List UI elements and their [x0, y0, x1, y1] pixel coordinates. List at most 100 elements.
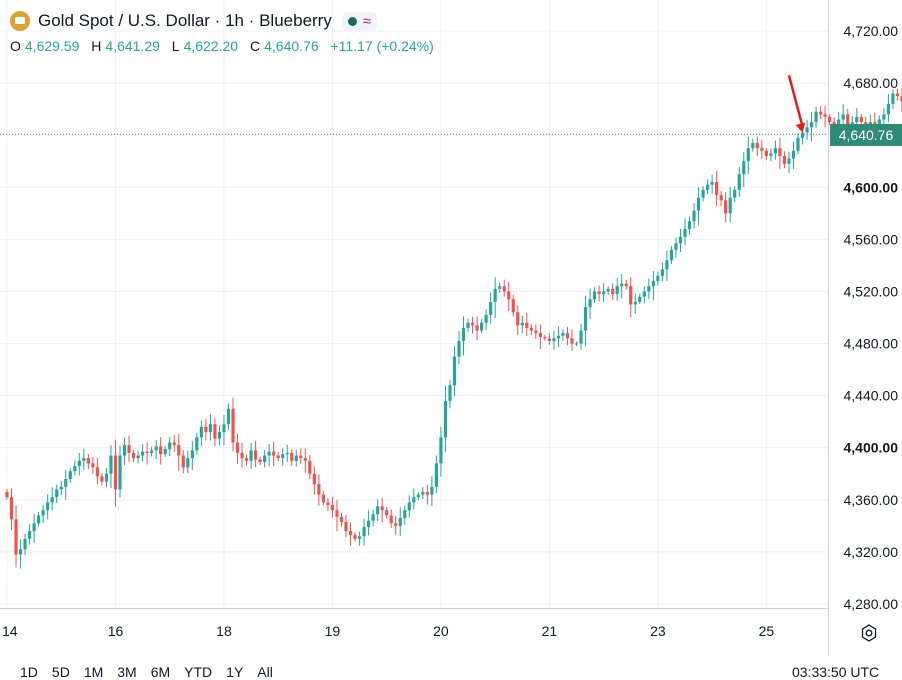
x-tick-label: 19	[325, 623, 341, 639]
y-tick-label: 4,520.00	[844, 283, 899, 299]
candle-body	[846, 114, 850, 125]
candle-body	[837, 119, 841, 125]
candle-body	[764, 150, 768, 157]
range-3m-button[interactable]: 3M	[117, 664, 137, 680]
candle-body	[787, 158, 791, 164]
candle-body	[276, 455, 280, 459]
candle-body	[321, 494, 325, 503]
candle-body	[683, 228, 687, 237]
y-tick-label: 4,720.00	[844, 23, 899, 39]
high-value: 4,641.29	[105, 38, 160, 54]
candle-body	[800, 132, 805, 138]
candle-body	[190, 450, 194, 459]
candle-body	[235, 442, 240, 453]
candle-body	[855, 116, 859, 123]
candle-body	[9, 497, 14, 520]
candle-body	[547, 338, 551, 341]
axis-settings-button[interactable]	[858, 622, 880, 644]
candle-body	[308, 460, 312, 474]
candle-body	[199, 426, 203, 438]
candle-body	[285, 452, 289, 455]
candle-body	[773, 148, 777, 154]
candle-body	[416, 494, 420, 498]
candle-body	[529, 327, 533, 331]
low-value: 4,622.20	[183, 38, 239, 54]
candle-body	[82, 458, 86, 461]
symbol-header[interactable]: Gold Spot / U.S. Dollar · 1h · Blueberry…	[10, 10, 378, 32]
candle-body	[620, 283, 624, 287]
candle-body	[624, 283, 628, 287]
candle-body	[633, 301, 637, 305]
status-pill[interactable]: ≈	[341, 11, 378, 31]
candle-body	[715, 182, 719, 196]
overlays	[0, 74, 828, 135]
y-axis: 4,280.00 4,320.00 4,360.00 4,400.00 4,440.00…	[844, 23, 899, 612]
candle-body	[330, 505, 335, 511]
candle-body	[895, 93, 900, 97]
candle-body	[579, 330, 583, 344]
candle-body	[95, 467, 99, 477]
candle-body	[642, 291, 646, 297]
annotation-arrow-shaft[interactable]	[787, 74, 804, 127]
candle-body	[452, 356, 457, 386]
candle-body	[719, 195, 723, 201]
candle-body	[819, 111, 823, 115]
candle-body	[244, 458, 249, 461]
candle-body	[534, 330, 538, 334]
candle-body	[516, 312, 520, 326]
y-tick-label: 4,600.00	[844, 179, 899, 195]
annotation-arrow-head[interactable]	[795, 122, 806, 133]
change-value: +11.17 (+0.24%)	[330, 38, 434, 54]
candle-body	[64, 478, 68, 487]
candle-body	[782, 156, 787, 164]
close-value: 4,640.76	[264, 38, 319, 54]
candle-body	[389, 515, 393, 524]
range-ytd-button[interactable]: YTD	[184, 664, 213, 680]
candle-body	[484, 314, 488, 323]
candle-body	[326, 502, 330, 506]
range-1y-button[interactable]: 1Y	[226, 664, 244, 680]
candle-body	[430, 486, 434, 495]
y-tick-label: 4,400.00	[844, 440, 899, 456]
candle-body	[357, 536, 362, 539]
symbol-title[interactable]: Gold Spot / U.S. Dollar · 1h · Blueberry	[38, 11, 332, 30]
candle-body	[597, 291, 601, 295]
candle-body	[778, 148, 782, 157]
gear-icon	[861, 624, 877, 642]
candle-body	[489, 301, 493, 315]
range-5d-button[interactable]: 5D	[51, 664, 70, 680]
utc-clock[interactable]: 03:33:50 UTC	[792, 664, 880, 680]
y-tick-label: 4,560.00	[844, 231, 899, 247]
candle-body	[362, 527, 366, 537]
candle-body	[312, 473, 316, 485]
range-all-button[interactable]: All	[257, 664, 273, 680]
ohlc-legend: O 4,629.59 H 4,641.29 L 4,622.20 C 4,640.76 …	[10, 38, 438, 54]
candle-body	[109, 455, 113, 474]
candle-body	[37, 515, 41, 524]
candle-body	[886, 103, 890, 115]
range-1d-button[interactable]: 1D	[20, 664, 38, 680]
range-selector: 1D 5D 1M 3M 6M YTD 1Y All	[20, 664, 273, 680]
candle-body	[760, 148, 764, 151]
range-6m-button[interactable]: 6M	[150, 664, 171, 680]
x-tick-label: 23	[650, 623, 666, 639]
candle-body	[159, 446, 163, 455]
candle-body	[611, 288, 615, 295]
candle-body	[335, 510, 339, 517]
candle-body	[141, 451, 145, 456]
candle-body	[525, 322, 529, 328]
candle-body	[769, 153, 773, 157]
candle-body	[434, 463, 438, 487]
candle-body	[18, 549, 23, 555]
range-1m-button[interactable]: 1M	[83, 664, 104, 680]
candle-body	[882, 114, 886, 120]
candle-body	[263, 455, 267, 463]
x-tick-label: 16	[108, 623, 124, 639]
candle-body	[629, 286, 633, 305]
candle-body	[724, 200, 728, 214]
candle-body	[602, 291, 606, 295]
x-tick-label: 14	[2, 623, 18, 639]
candle-body	[376, 506, 380, 515]
candle-body	[710, 182, 714, 185]
